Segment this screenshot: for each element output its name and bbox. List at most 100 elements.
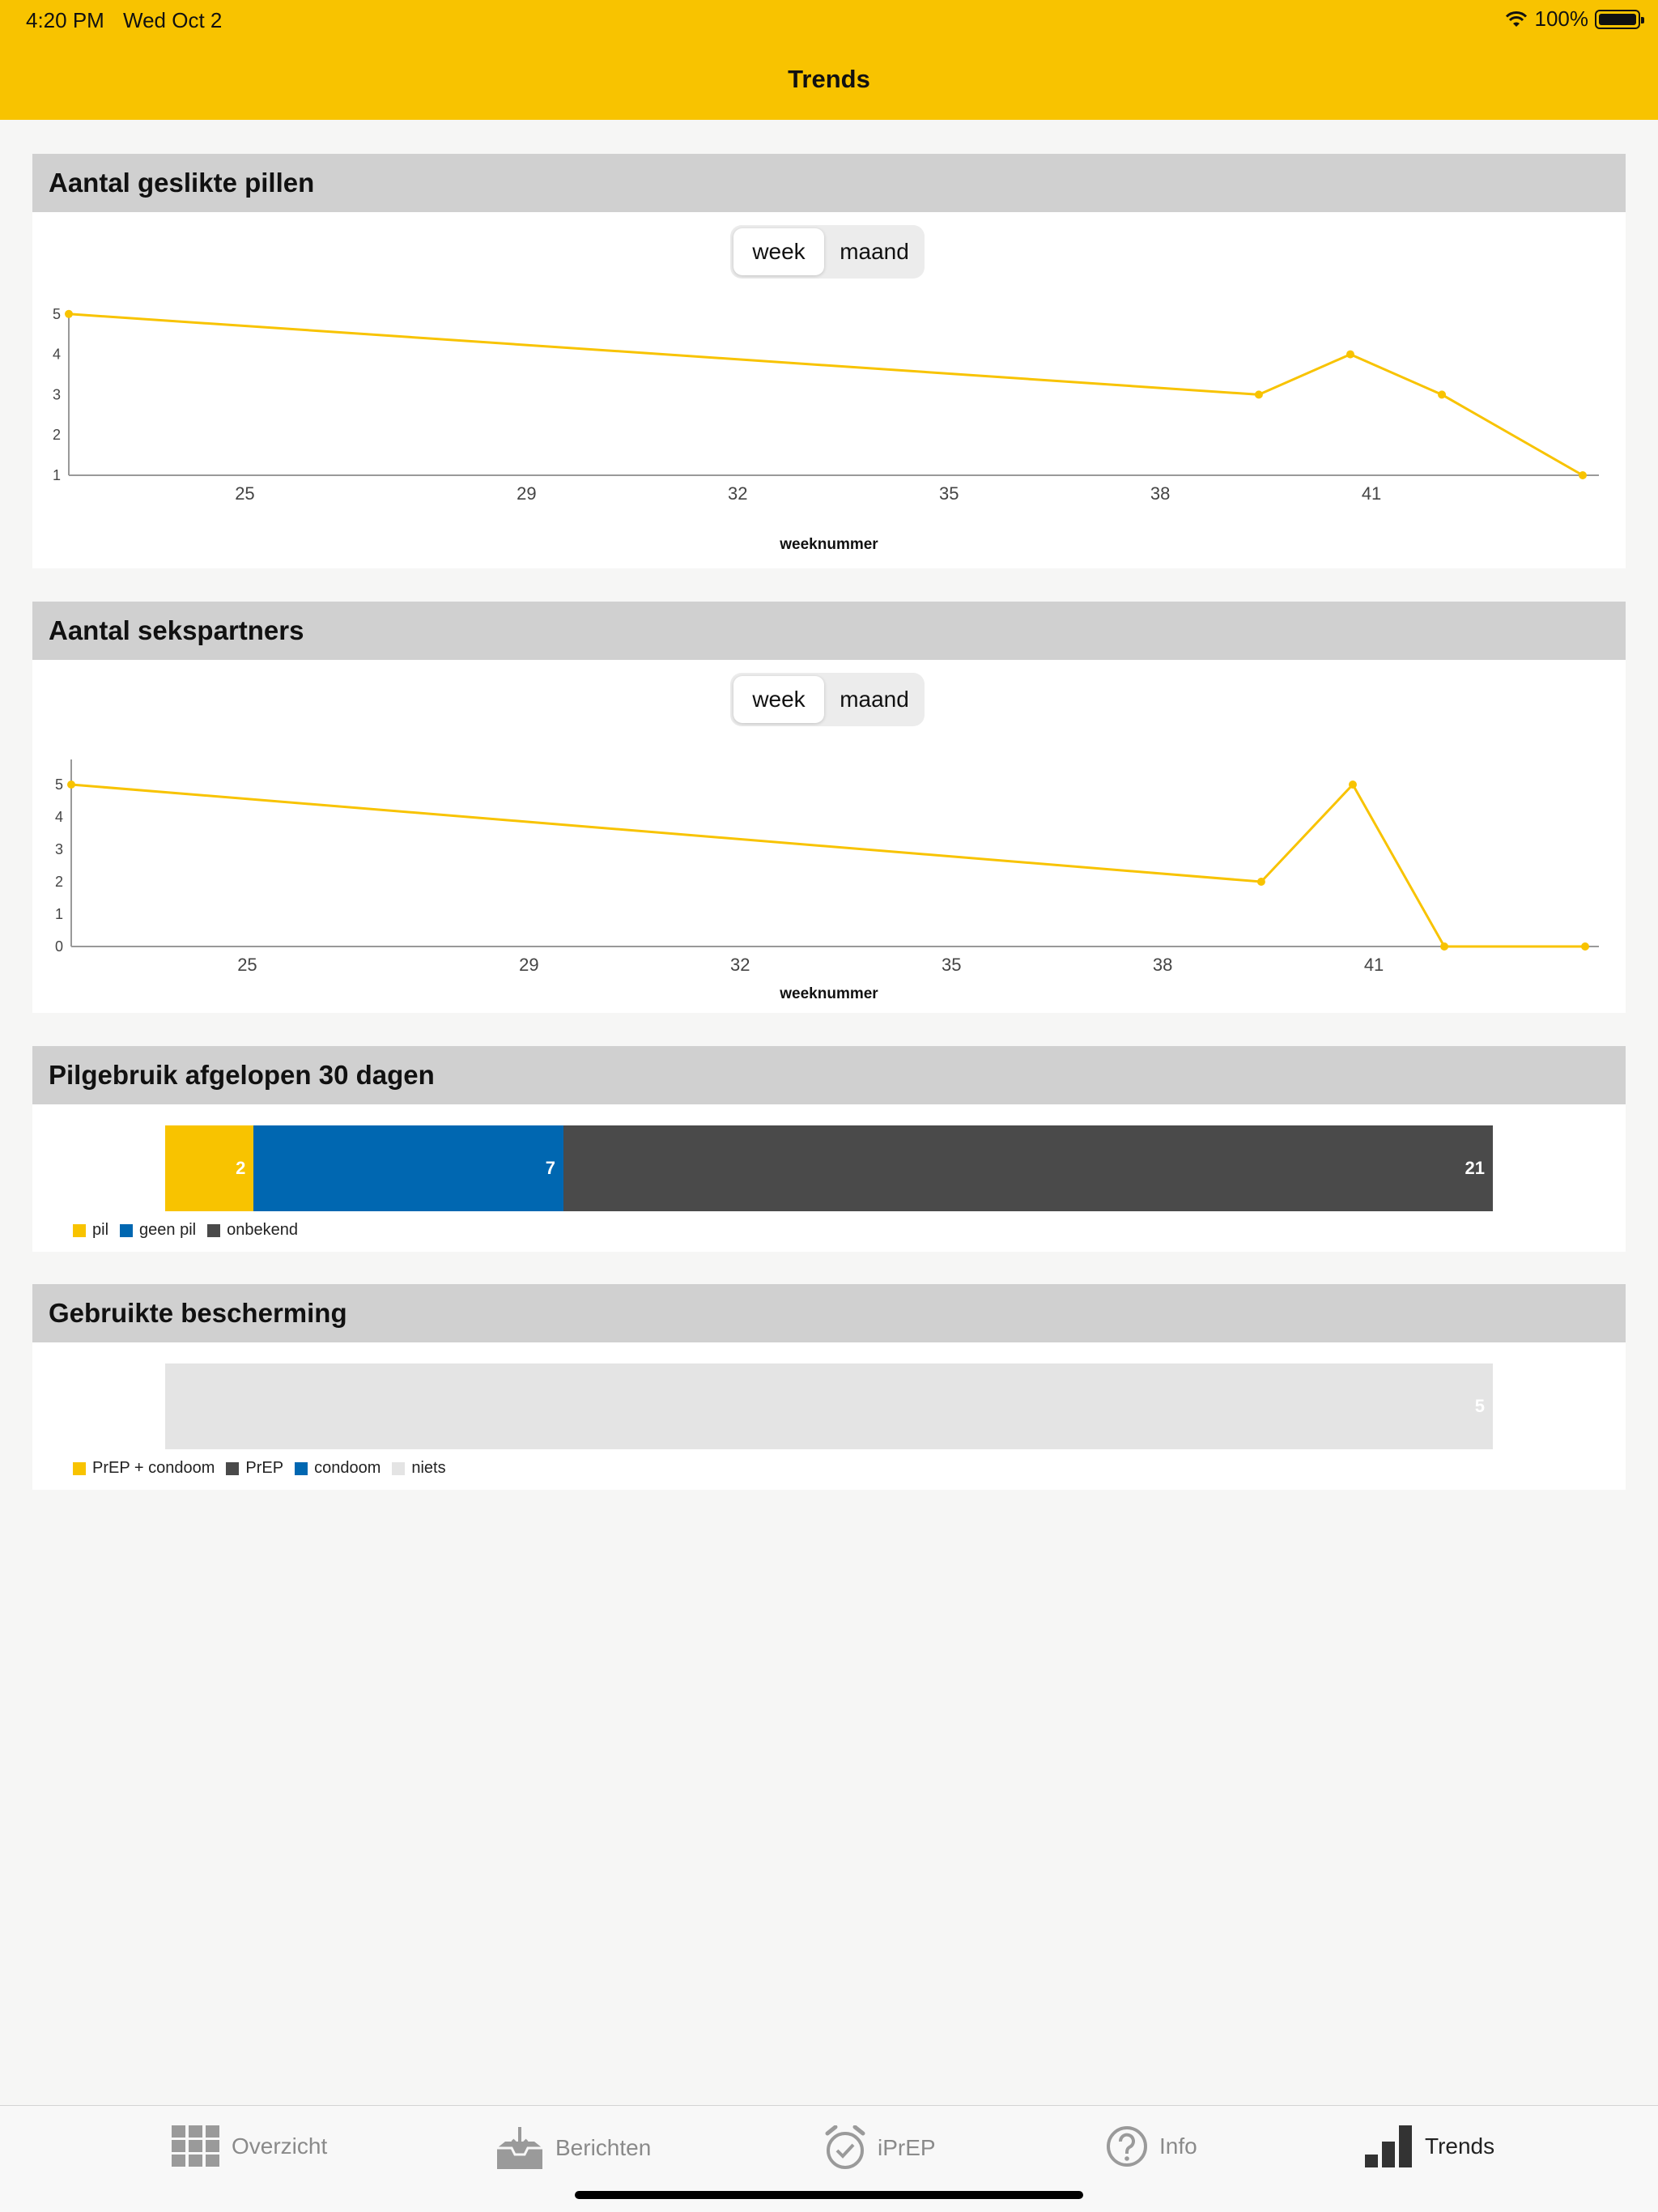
tab-trends[interactable]: Trends	[1365, 2125, 1494, 2167]
pills-week-button[interactable]: week	[733, 228, 824, 275]
x-tick-label: 25	[237, 955, 257, 975]
x-tick-label: 41	[1364, 955, 1384, 975]
legend-label: niets	[411, 1459, 446, 1477]
usage-card-title: Pilgebruik afgelopen 30 dagen	[32, 1046, 1626, 1104]
data-point	[1256, 878, 1265, 886]
y-tick-label: 2	[53, 427, 61, 443]
x-tick-label: 32	[730, 955, 750, 975]
bar-value-label: 21	[1465, 1158, 1485, 1178]
x-tick-label: 38	[1153, 955, 1172, 975]
x-tick-label: 41	[1362, 483, 1381, 504]
legend-swatch	[295, 1461, 308, 1475]
page-title: Trends	[788, 65, 870, 93]
pills-series-line	[68, 313, 1584, 477]
data-point	[1348, 781, 1357, 789]
alarm-icon	[825, 2125, 865, 2169]
y-tick-label: 4	[53, 347, 61, 363]
legend-swatch	[207, 1223, 221, 1237]
legend-item-pil: pil	[73, 1221, 108, 1240]
battery-percentage: 100%	[1534, 6, 1589, 31]
wifi-icon	[1505, 11, 1527, 27]
partners-series-line	[70, 782, 1585, 948]
legend-item-geen-pil: geen pil	[120, 1221, 196, 1240]
protection-card: Gebruikte bescherming 5 PrEP + condoom P…	[32, 1284, 1626, 1490]
partners-week-button[interactable]: week	[733, 676, 824, 723]
tab-label: Info	[1159, 2133, 1197, 2159]
pills-card-title: Aantal geslikte pillen	[32, 154, 1626, 212]
data-point	[1346, 350, 1354, 359]
tab-overzicht[interactable]: Overzicht	[172, 2125, 327, 2167]
legend-item-niets: niets	[392, 1459, 446, 1478]
question-icon	[1107, 2126, 1147, 2167]
x-tick-label: 25	[235, 483, 254, 504]
tab-berichten[interactable]: Berichten	[495, 2125, 651, 2171]
x-tick-label: 35	[939, 483, 959, 504]
tab-info[interactable]: Info	[1106, 2125, 1197, 2167]
home-indicator	[575, 2191, 1083, 2199]
usage-stacked-bar: 2 7 21	[165, 1125, 1493, 1211]
partners-month-button[interactable]: maand	[840, 687, 909, 712]
data-point	[1581, 942, 1589, 951]
legend-label: condoom	[314, 1459, 381, 1477]
y-tick-label: 4	[55, 809, 63, 825]
status-date: Wed Oct 2	[123, 8, 223, 32]
tab-label: Trends	[1425, 2133, 1495, 2159]
data-point	[1440, 942, 1449, 951]
x-tick-label: 32	[728, 483, 747, 504]
status-time: 4:20 PM	[26, 8, 104, 32]
y-tick-label: 0	[55, 938, 63, 955]
y-tick-label: 5	[53, 306, 61, 322]
battery-icon	[1595, 9, 1644, 29]
legend-item-prep: PrEP	[226, 1459, 283, 1478]
legend-label: PrEP	[245, 1459, 284, 1477]
tab-label: iPrEP	[878, 2135, 936, 2160]
usage-legend: pil geen pil onbekend	[73, 1221, 298, 1240]
partners-x-axis-label: weeknummer	[779, 985, 878, 1002]
pills-x-axis-label: weeknummer	[779, 536, 878, 553]
bar-segment: 5	[165, 1363, 1493, 1449]
legend-label: onbekend	[227, 1221, 298, 1239]
grid-icon	[172, 2125, 219, 2167]
inbox-icon	[497, 2127, 542, 2169]
legend-swatch	[73, 1461, 86, 1475]
legend-label: PrEP + condoom	[92, 1459, 215, 1477]
pills-period-toggle[interactable]: week maand	[730, 225, 925, 279]
y-tick-label: 3	[53, 386, 61, 402]
protection-stacked-bar: 5	[165, 1363, 1493, 1449]
legend-item-onbekend: onbekend	[207, 1221, 298, 1240]
partners-card-title: Aantal sekspartners	[32, 602, 1626, 660]
data-point	[67, 781, 75, 789]
bar-chart-icon	[1365, 2125, 1412, 2167]
legend-label: geen pil	[139, 1221, 197, 1239]
y-tick-label: 3	[55, 841, 63, 857]
navigation-bar: 4:20 PM Wed Oct 2 100% Trends	[0, 0, 1658, 120]
data-point	[1438, 390, 1447, 399]
y-tick-label: 5	[55, 776, 63, 793]
bar-segment: 7	[253, 1125, 563, 1211]
legend-item-condoom: condoom	[295, 1459, 380, 1478]
tab-iprep[interactable]: iPrEP	[824, 2125, 936, 2171]
x-tick-label: 35	[942, 955, 961, 975]
legend-swatch	[226, 1461, 240, 1475]
pills-month-button[interactable]: maand	[840, 239, 909, 264]
legend-swatch	[392, 1461, 406, 1475]
partners-period-toggle[interactable]: week maand	[730, 673, 925, 726]
x-tick-label: 29	[519, 955, 538, 975]
bar-segment: 21	[563, 1125, 1493, 1211]
tab-label: Berichten	[555, 2135, 652, 2160]
legend-label: pil	[92, 1221, 109, 1239]
x-tick-label: 29	[517, 483, 536, 504]
y-tick-label: 1	[55, 906, 63, 922]
data-point	[1254, 390, 1263, 399]
status-indicators: 100%	[1504, 6, 1644, 32]
y-tick-label: 1	[53, 467, 61, 483]
legend-item-prep-condoom: PrEP + condoom	[73, 1459, 215, 1478]
legend-swatch	[120, 1223, 134, 1237]
tab-label: Overzicht	[232, 2133, 328, 2159]
bar-value-label: 7	[545, 1158, 555, 1178]
bar-value-label: 5	[1474, 1396, 1485, 1416]
